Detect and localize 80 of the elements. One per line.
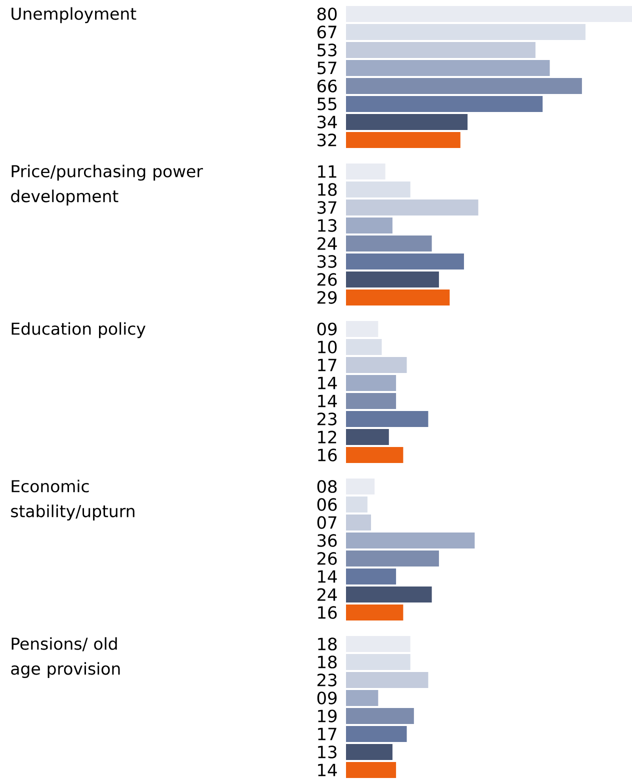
data-label: 18 xyxy=(318,183,337,196)
bar xyxy=(346,496,368,512)
data-label: 26 xyxy=(317,273,337,286)
data-label: 53 xyxy=(318,44,336,56)
bar xyxy=(346,78,582,94)
data-label: 57 xyxy=(318,62,336,74)
bar xyxy=(346,654,410,670)
bar xyxy=(346,289,450,306)
y-tick-label: Pensions/ old age provision xyxy=(11,637,120,678)
bar xyxy=(346,132,460,148)
data-label: 12 xyxy=(318,430,336,444)
bar xyxy=(346,446,404,463)
data-label: 09 xyxy=(317,322,337,336)
data-label: 23 xyxy=(317,412,336,426)
data-label: 14 xyxy=(318,376,337,390)
data-label: 67 xyxy=(317,26,336,38)
bar xyxy=(346,410,428,427)
bar xyxy=(346,762,396,778)
bar xyxy=(346,235,432,252)
data-label: 13 xyxy=(318,219,336,232)
data-label: 10 xyxy=(318,340,337,354)
bar xyxy=(346,690,378,706)
y-tick-label: Unemployment xyxy=(12,7,136,24)
data-label: 14 xyxy=(318,570,337,583)
data-label: 29 xyxy=(317,291,337,304)
bar xyxy=(346,514,372,530)
data-label: 80 xyxy=(317,8,337,20)
data-label: 14 xyxy=(318,764,337,776)
data-label: 37 xyxy=(318,201,336,214)
bar xyxy=(346,550,439,566)
data-label: 24 xyxy=(317,237,337,250)
data-label: 18 xyxy=(318,638,337,650)
bar xyxy=(346,672,428,688)
data-label: 23 xyxy=(317,674,336,686)
data-label: 32 xyxy=(318,134,336,146)
data-label: 16 xyxy=(318,606,337,619)
bar xyxy=(346,568,396,584)
data-label: 14 xyxy=(318,394,337,408)
bar xyxy=(346,708,414,724)
bar xyxy=(346,253,464,270)
data-label: 09 xyxy=(317,692,337,704)
bar xyxy=(346,24,586,40)
data-label: 36 xyxy=(318,534,337,547)
bar xyxy=(346,271,439,288)
data-label: 66 xyxy=(317,80,337,92)
data-label: 06 xyxy=(317,498,337,511)
data-label: 34 xyxy=(318,116,337,128)
bar xyxy=(346,532,475,548)
bar xyxy=(346,744,392,760)
data-label: 55 xyxy=(318,98,336,110)
data-label: 17 xyxy=(318,728,336,740)
data-label: 33 xyxy=(318,255,336,268)
data-label: 16 xyxy=(318,448,337,462)
bar xyxy=(346,60,550,76)
bar xyxy=(346,114,468,130)
data-label: 26 xyxy=(317,552,337,565)
data-label: 19 xyxy=(318,710,337,722)
data-label: 13 xyxy=(318,746,336,758)
data-label: 17 xyxy=(318,358,336,372)
data-label: 18 xyxy=(318,656,337,668)
y-tick-label: Price/purchasing power development xyxy=(11,164,203,206)
bar xyxy=(346,199,478,216)
bar xyxy=(346,604,404,620)
bar xyxy=(346,586,432,602)
y-tick-label: Education policy xyxy=(12,322,146,338)
bar xyxy=(346,42,536,58)
bar xyxy=(346,356,407,373)
bar xyxy=(346,428,389,445)
bar xyxy=(346,96,543,112)
bar xyxy=(346,217,392,234)
data-label: 08 xyxy=(317,480,337,493)
bar xyxy=(346,726,407,742)
bar xyxy=(346,392,396,409)
data-label: 24 xyxy=(317,588,337,601)
bar xyxy=(346,338,382,355)
data-label: 11 xyxy=(318,165,336,178)
bar xyxy=(346,374,396,391)
y-tick-label: Economic stability/upturn xyxy=(11,480,134,521)
bar xyxy=(346,181,410,198)
data-label: 07 xyxy=(317,516,336,529)
